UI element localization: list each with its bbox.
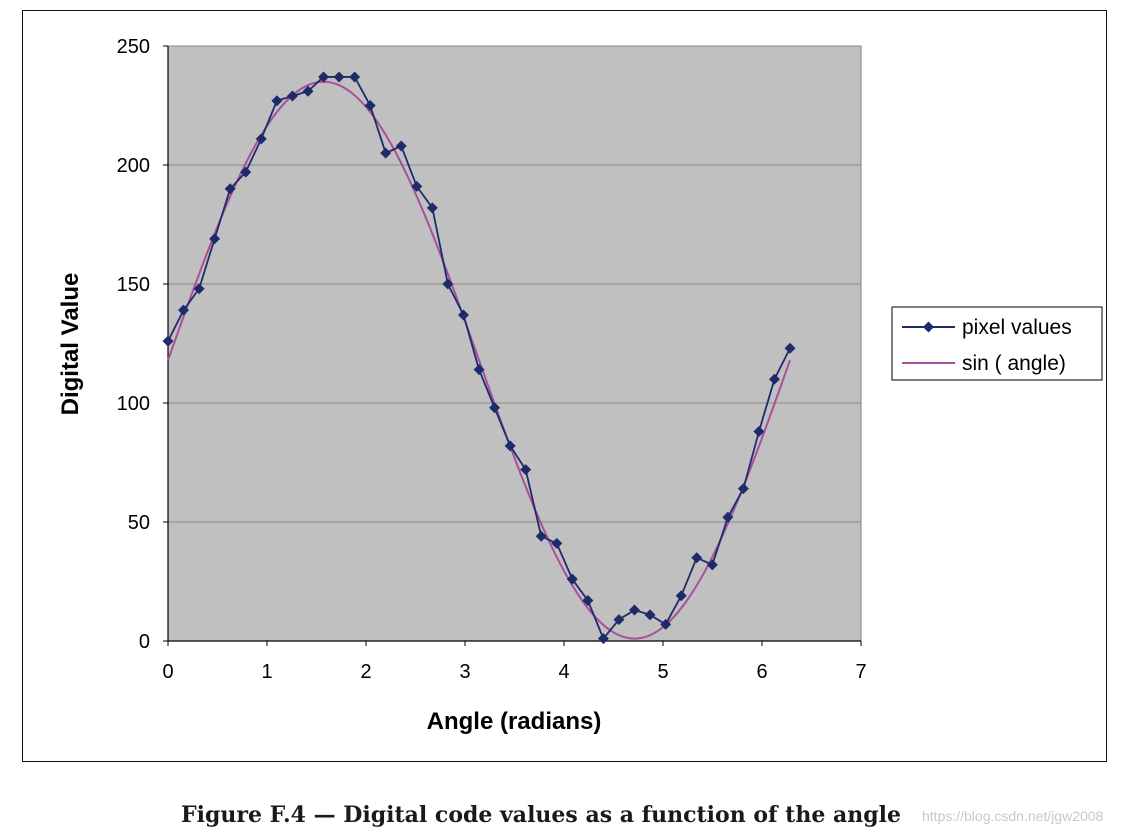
x-tick-label-5: 5 bbox=[657, 661, 668, 683]
data-point-pixel-values bbox=[706, 559, 718, 571]
legend-box bbox=[891, 306, 1103, 381]
data-point-pixel-values bbox=[178, 304, 190, 316]
x-tick-label-3: 3 bbox=[459, 661, 470, 683]
data-point-pixel-values bbox=[286, 90, 298, 102]
legend: pixel values sin ( angle) bbox=[891, 306, 1103, 381]
data-point-pixel-values bbox=[504, 440, 516, 452]
y-tick-label-50: 50 bbox=[128, 512, 150, 534]
tick-labels: 0 50 100 150 200 250 0 1 2 3 4 5 6 7 bbox=[117, 36, 867, 683]
y-tick-label-200: 200 bbox=[117, 155, 150, 177]
x-tick-label-7: 7 bbox=[855, 661, 866, 683]
data-point-pixel-values bbox=[768, 373, 780, 385]
x-tick-label-6: 6 bbox=[756, 661, 767, 683]
data-point-pixel-values bbox=[224, 183, 236, 195]
data-point-pixel-values bbox=[240, 166, 252, 178]
data-point-pixel-values bbox=[442, 278, 454, 290]
data-point-pixel-values bbox=[302, 85, 314, 97]
legend-label-pixel-values: pixel values bbox=[962, 316, 1072, 339]
series-line-sin-angle bbox=[167, 80, 791, 640]
data-point-pixel-values bbox=[193, 283, 205, 295]
x-tick-label-1: 1 bbox=[261, 661, 272, 683]
data-point-pixel-values bbox=[551, 537, 563, 549]
watermark-text: https://blog.csdn.net/jgw2008 bbox=[922, 808, 1104, 824]
data-point-pixel-values bbox=[613, 614, 625, 626]
series-layer bbox=[162, 71, 796, 645]
data-point-pixel-values bbox=[628, 604, 640, 616]
data-point-pixel-values bbox=[162, 335, 174, 347]
data-point-pixel-values bbox=[737, 483, 749, 495]
data-point-pixel-values bbox=[660, 618, 672, 630]
y-tick-label-150: 150 bbox=[117, 274, 150, 296]
x-tick-label-4: 4 bbox=[558, 661, 569, 683]
x-tick-label-2: 2 bbox=[360, 661, 371, 683]
data-point-pixel-values bbox=[349, 71, 361, 83]
y-tick-label-100: 100 bbox=[117, 393, 150, 415]
plot-area bbox=[167, 45, 862, 642]
figure-caption: Figure F.4 — Digital code values as a fu… bbox=[0, 802, 1142, 828]
data-point-pixel-values bbox=[473, 364, 485, 376]
legend-item-sin-angle: sin ( angle) bbox=[902, 352, 1066, 375]
data-point-pixel-values bbox=[489, 402, 501, 414]
y-tick-label-0: 0 bbox=[139, 631, 150, 653]
data-point-pixel-values bbox=[535, 530, 547, 542]
data-point-pixel-values bbox=[722, 511, 734, 523]
data-point-pixel-values bbox=[784, 342, 796, 354]
data-point-pixel-values bbox=[364, 100, 376, 111]
figure-frame: 0 50 100 150 200 250 0 1 2 3 4 5 6 7 Angle (radians) … bbox=[22, 10, 1107, 762]
legend-marker-pixel-values bbox=[923, 321, 934, 333]
data-point-pixel-values bbox=[209, 233, 221, 245]
legend-label-sin-angle: sin ( angle) bbox=[962, 352, 1066, 375]
y-axis-label: Digital Value bbox=[57, 273, 84, 416]
data-point-pixel-values bbox=[644, 609, 656, 621]
x-tick-label-0: 0 bbox=[162, 661, 173, 683]
caption-text: Figure F.4 — Digital code values as a fu… bbox=[181, 802, 901, 828]
data-point-pixel-values bbox=[691, 552, 703, 564]
data-point-pixel-values bbox=[395, 140, 407, 152]
data-point-pixel-values bbox=[380, 147, 392, 159]
grid-lines bbox=[168, 45, 861, 523]
data-point-pixel-values bbox=[597, 633, 609, 645]
data-point-pixel-values bbox=[520, 464, 532, 476]
data-point-pixel-values bbox=[411, 180, 423, 192]
data-point-pixel-values bbox=[271, 95, 283, 107]
data-point-pixel-values bbox=[426, 202, 438, 214]
x-axis-label: Angle (radians) bbox=[427, 708, 602, 735]
data-point-pixel-values bbox=[458, 309, 470, 321]
data-point-pixel-values bbox=[582, 595, 594, 607]
data-point-pixel-values bbox=[675, 590, 687, 602]
y-tick-label-250: 250 bbox=[117, 36, 150, 58]
data-point-pixel-values bbox=[318, 71, 330, 83]
data-point-pixel-values bbox=[255, 133, 267, 145]
legend-item-pixel-values: pixel values bbox=[902, 316, 1072, 339]
data-point-pixel-values bbox=[333, 71, 345, 83]
data-point-pixel-values bbox=[566, 573, 578, 585]
data-point-pixel-values bbox=[753, 426, 765, 438]
